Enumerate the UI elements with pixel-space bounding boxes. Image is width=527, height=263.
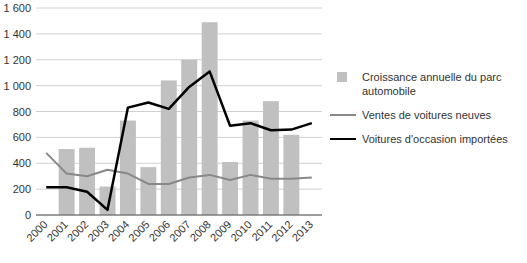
x-tick-label: 2010	[228, 218, 254, 244]
x-tick-label: 2011	[249, 218, 274, 243]
y-tick-label: 1 000	[3, 80, 31, 92]
grid-line	[36, 111, 322, 112]
grid-line	[36, 8, 322, 9]
y-tick-label: 600	[13, 131, 31, 143]
grid-line	[36, 215, 322, 216]
x-tick-label: 2001	[44, 218, 70, 244]
x-tick-label: 2000	[24, 218, 50, 244]
y-tick-label: 400	[13, 157, 31, 169]
x-tick-label: 2009	[208, 218, 234, 244]
bar	[202, 22, 218, 215]
x-tick-label: 2003	[85, 218, 111, 244]
legend-swatch	[337, 72, 347, 82]
legend-label: Voitures d'occasion importées	[362, 132, 508, 146]
y-tick-label: 0	[25, 209, 31, 221]
legend: Croissance annuelle du parc automobile Ve…	[330, 70, 525, 156]
x-tick-label: 2013	[289, 218, 315, 244]
grid-line	[36, 163, 322, 164]
grid-line	[36, 59, 322, 60]
bar	[222, 162, 238, 215]
legend-key	[330, 132, 356, 146]
bar	[283, 135, 299, 215]
y-tick-label: 800	[13, 106, 31, 118]
grid-line	[36, 85, 322, 86]
bar	[79, 148, 95, 215]
bar	[59, 149, 75, 215]
legend-item: Ventes de voitures neuves	[330, 108, 525, 122]
y-tick-label: 1 200	[3, 54, 31, 66]
legend-item: Croissance annuelle du parc automobile	[330, 70, 525, 98]
x-tick-label: 2012	[269, 218, 295, 244]
x-tick-label: 2008	[187, 218, 213, 244]
legend-item: Voitures d'occasion importées	[330, 132, 525, 146]
x-tick-label: 2005	[126, 218, 152, 244]
bar	[140, 167, 156, 215]
x-tick-label: 2007	[167, 218, 193, 244]
legend-label: Ventes de voitures neuves	[362, 108, 491, 122]
y-tick-label: 1 600	[3, 2, 31, 14]
legend-key	[330, 108, 356, 122]
legend-swatch	[330, 114, 356, 116]
x-tick-label: 2004	[106, 218, 132, 244]
grid-line	[36, 33, 322, 34]
y-tick-label: 200	[13, 183, 31, 195]
x-axis	[36, 215, 322, 216]
line	[46, 153, 312, 184]
x-tick-label: 2002	[65, 218, 91, 244]
legend-key	[330, 70, 356, 84]
chart: 02004006008001 0001 2001 4001 6002000200…	[0, 0, 527, 263]
grid-line	[36, 137, 322, 138]
plot-area	[46, 22, 312, 215]
bar	[243, 121, 259, 215]
bar	[263, 101, 279, 215]
legend-swatch	[330, 138, 356, 140]
legend-label: Croissance annuelle du parc automobile	[362, 70, 525, 98]
x-tick-label: 2006	[146, 218, 172, 244]
bar	[161, 80, 177, 215]
y-tick-label: 1 400	[3, 28, 31, 40]
line	[46, 71, 312, 209]
